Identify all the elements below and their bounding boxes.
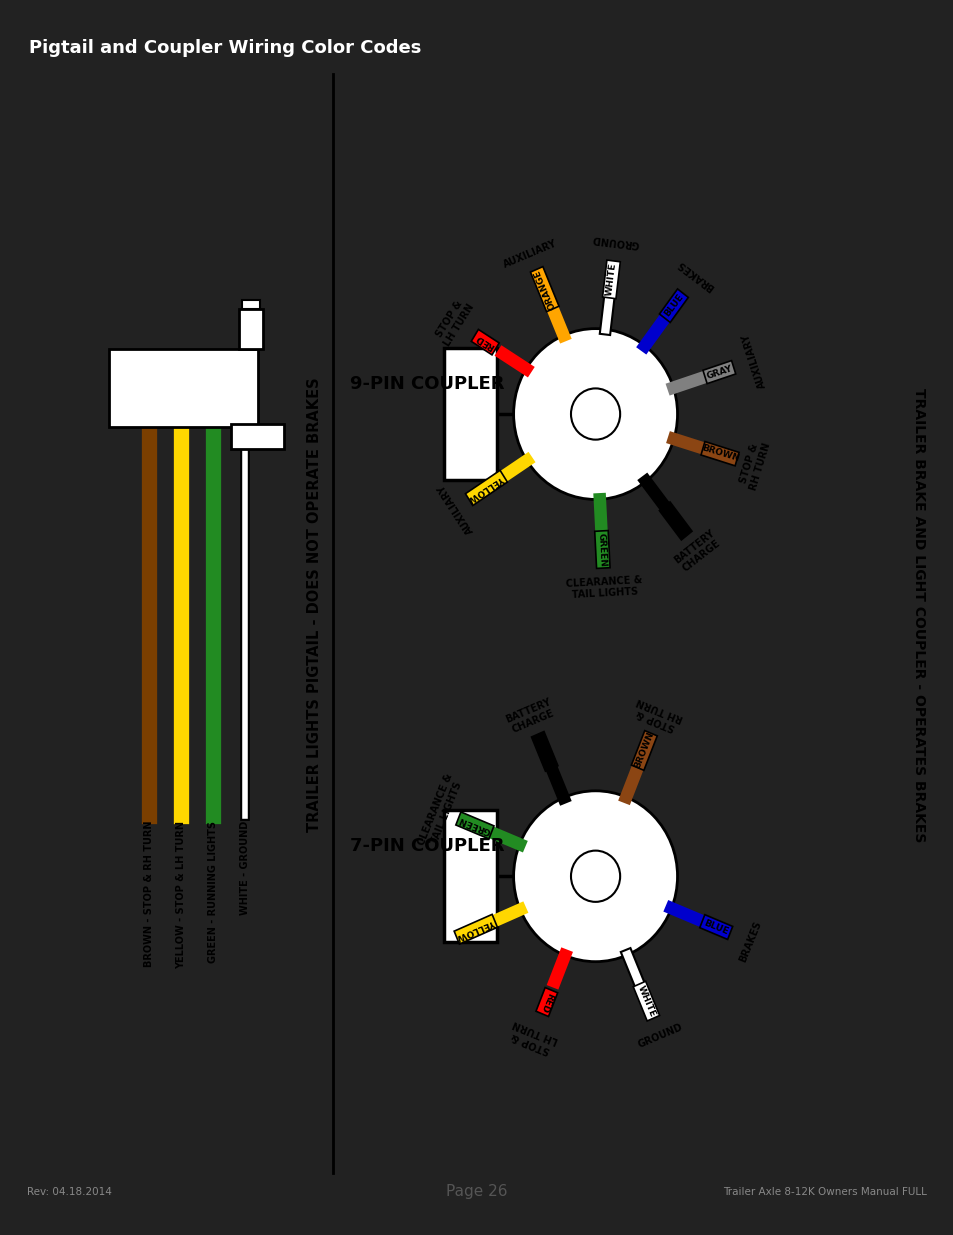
Text: Rev: 04.18.2014: Rev: 04.18.2014 bbox=[27, 1187, 112, 1197]
Text: BLUE: BLUE bbox=[701, 918, 729, 936]
Text: BATTERY
CHARGE: BATTERY CHARGE bbox=[503, 697, 557, 736]
Text: GROUND: GROUND bbox=[591, 233, 639, 249]
Bar bbox=[241, 300, 260, 309]
Text: TRAILER BRAKE AND LIGHT COUPLER - OPERATES BRAKES: TRAILER BRAKE AND LIGHT COUPLER - OPERAT… bbox=[910, 388, 924, 842]
Circle shape bbox=[571, 851, 619, 902]
Text: BLUE: BLUE bbox=[661, 293, 684, 319]
Bar bbox=[700, 442, 739, 466]
Bar bbox=[444, 810, 497, 942]
Text: RED: RED bbox=[538, 990, 555, 1013]
Bar bbox=[17, 27, 936, 69]
Text: TRAILER LIGHTS PIGTAIL - DOES NOT OPERATE BRAKES: TRAILER LIGHTS PIGTAIL - DOES NOT OPERAT… bbox=[306, 378, 321, 832]
Text: YELLOW: YELLOW bbox=[455, 918, 496, 941]
Bar bbox=[471, 330, 498, 354]
Text: Pigtail and Coupler Wiring Color Codes: Pigtail and Coupler Wiring Color Codes bbox=[29, 40, 420, 57]
Bar bbox=[631, 731, 657, 771]
Circle shape bbox=[513, 329, 677, 499]
Bar bbox=[594, 531, 609, 568]
Text: STOP &
LH TURN: STOP & LH TURN bbox=[506, 1019, 558, 1056]
Bar bbox=[238, 309, 263, 348]
Text: BROWN - STOP & RH TURN: BROWN - STOP & RH TURN bbox=[144, 821, 154, 967]
Bar bbox=[444, 348, 497, 480]
Text: GROUND: GROUND bbox=[637, 1023, 684, 1050]
Text: BATTERY
CHARGE: BATTERY CHARGE bbox=[672, 527, 723, 574]
Bar bbox=[633, 982, 659, 1021]
Text: YELLOW - STOP & LH TURN: YELLOW - STOP & LH TURN bbox=[176, 821, 186, 969]
Text: 9-PIN COUPLER: 9-PIN COUPLER bbox=[350, 375, 504, 393]
Text: YELLOW: YELLOW bbox=[466, 473, 506, 503]
Bar bbox=[454, 914, 497, 944]
Text: AUXILIARY: AUXILIARY bbox=[501, 238, 558, 269]
Text: BROWN: BROWN bbox=[632, 731, 655, 771]
Bar bbox=[659, 289, 688, 322]
Text: BLACK: BLACK bbox=[661, 505, 689, 537]
Bar bbox=[536, 988, 558, 1016]
Text: STOP &
LH TURN: STOP & LH TURN bbox=[432, 296, 476, 348]
Text: BRAKES: BRAKES bbox=[675, 258, 716, 293]
Bar bbox=[231, 424, 284, 450]
Text: WHITE - GROUND: WHITE - GROUND bbox=[239, 821, 250, 915]
Text: ORANGE: ORANGE bbox=[532, 268, 557, 310]
Text: Page 26: Page 26 bbox=[446, 1184, 507, 1199]
Bar bbox=[530, 267, 558, 311]
Text: AUXILIARY: AUXILIARY bbox=[436, 482, 475, 536]
Circle shape bbox=[571, 388, 619, 440]
Bar bbox=[702, 361, 735, 384]
Bar bbox=[465, 471, 507, 505]
Circle shape bbox=[513, 790, 677, 962]
Bar bbox=[602, 261, 619, 299]
Text: STOP &
RH TURN: STOP & RH TURN bbox=[631, 695, 684, 735]
Text: BROWN: BROWN bbox=[700, 443, 740, 463]
Bar bbox=[109, 348, 258, 427]
Text: RED: RED bbox=[474, 333, 496, 352]
Bar bbox=[456, 811, 494, 839]
Text: WHITE: WHITE bbox=[604, 262, 618, 296]
Bar bbox=[700, 915, 732, 940]
Text: GREEN - RUNNING LIGHTS: GREEN - RUNNING LIGHTS bbox=[208, 821, 217, 963]
Text: STOP &
RH TURN: STOP & RH TURN bbox=[737, 438, 772, 492]
Text: BLACK: BLACK bbox=[534, 735, 555, 768]
Text: GREEN: GREEN bbox=[456, 815, 492, 836]
Text: CLEARANCE &
TAIL LIGHTS: CLEARANCE & TAIL LIGHTS bbox=[416, 772, 465, 851]
Text: BRAKES: BRAKES bbox=[737, 919, 762, 963]
Text: GRAY: GRAY bbox=[704, 363, 733, 380]
Text: GREEN: GREEN bbox=[597, 532, 607, 567]
Text: AUXILIARY: AUXILIARY bbox=[740, 331, 767, 389]
Bar bbox=[659, 501, 691, 540]
Text: Trailer Axle 8-12K Owners Manual FULL: Trailer Axle 8-12K Owners Manual FULL bbox=[722, 1187, 926, 1197]
Text: CLEARANCE &
TAIL LIGHTS: CLEARANCE & TAIL LIGHTS bbox=[565, 574, 642, 600]
Text: WHITE: WHITE bbox=[635, 984, 657, 1018]
Bar bbox=[531, 731, 558, 771]
Text: 7-PIN COUPLER: 7-PIN COUPLER bbox=[350, 837, 504, 855]
